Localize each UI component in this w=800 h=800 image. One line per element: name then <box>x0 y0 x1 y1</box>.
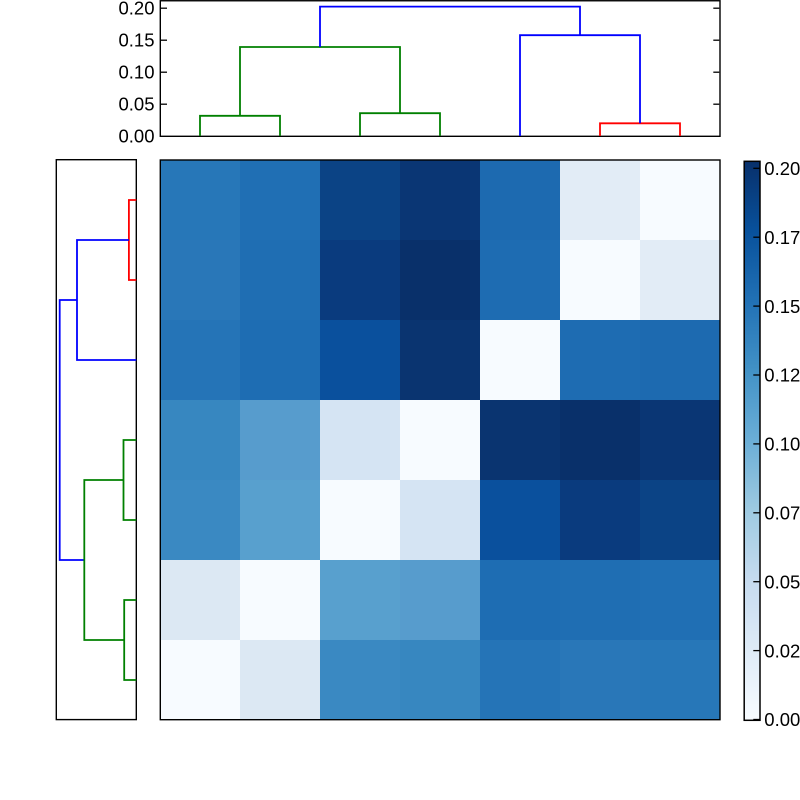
svg-text:0.10: 0.10 <box>764 434 800 455</box>
svg-text:0.00: 0.00 <box>118 126 154 147</box>
svg-text:0.07: 0.07 <box>764 503 800 524</box>
svg-text:0.00: 0.00 <box>764 709 800 730</box>
svg-text:0.15: 0.15 <box>764 296 800 317</box>
svg-text:0.05: 0.05 <box>118 94 154 115</box>
svg-text:0.17: 0.17 <box>764 227 800 248</box>
svg-text:0.15: 0.15 <box>118 30 154 51</box>
svg-text:0.20: 0.20 <box>118 0 154 19</box>
svg-text:0.20: 0.20 <box>764 158 800 179</box>
svg-text:0.05: 0.05 <box>764 571 800 592</box>
svg-text:0.10: 0.10 <box>118 62 154 83</box>
svg-text:0.02: 0.02 <box>764 640 800 661</box>
svg-text:0.12: 0.12 <box>764 365 800 386</box>
